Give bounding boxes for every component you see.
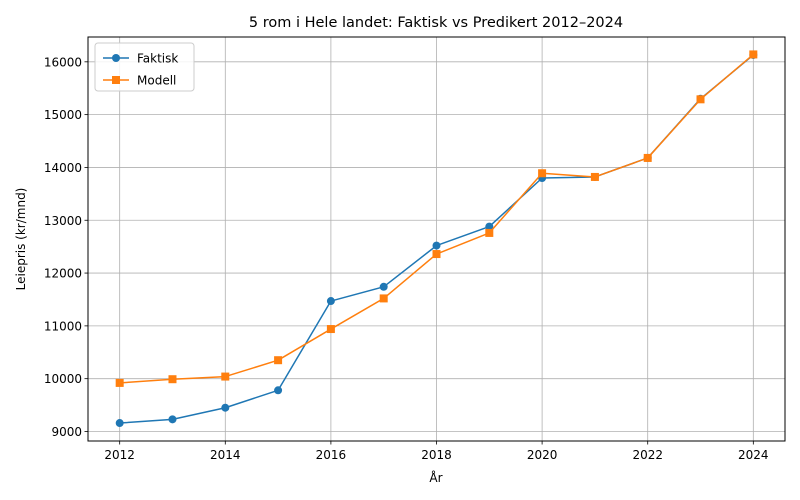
data-point	[485, 228, 494, 237]
data-point	[485, 222, 494, 231]
x-axis-label: År	[429, 470, 442, 485]
legend-marker	[112, 76, 120, 84]
legend-label: Faktisk	[137, 52, 178, 66]
y-axis-label: Leiepris (kr/mnd)	[14, 188, 28, 291]
data-point	[432, 241, 441, 250]
x-tick-label: 2016	[316, 448, 347, 462]
data-point	[168, 375, 177, 384]
series-layer	[115, 50, 758, 428]
grid	[88, 37, 785, 441]
data-point	[749, 50, 758, 59]
y-tick-label: 12000	[44, 267, 82, 281]
data-point	[379, 282, 388, 291]
data-point	[696, 95, 705, 104]
data-point	[274, 386, 283, 395]
data-point	[538, 169, 547, 178]
y-tick-label: 10000	[44, 372, 82, 386]
legend-label: Modell	[137, 74, 176, 88]
data-point	[221, 372, 230, 381]
y-tick-label: 16000	[44, 55, 82, 69]
x-tick-label: 2024	[738, 448, 769, 462]
data-point	[115, 419, 124, 428]
legend-marker	[112, 54, 120, 62]
data-point	[590, 172, 599, 181]
data-point	[168, 415, 177, 424]
x-tick-label: 2018	[421, 448, 452, 462]
data-point	[643, 153, 652, 162]
series-modell	[115, 50, 758, 387]
ticks: 2012 2014 2016 2018 2020 2022 2024 9000 10000 110…	[44, 55, 769, 462]
y-tick-label: 14000	[44, 161, 82, 175]
data-point	[221, 403, 230, 412]
y-tick-label: 13000	[44, 214, 82, 228]
data-point	[326, 297, 335, 306]
x-tick-label: 2014	[210, 448, 241, 462]
x-tick-label: 2022	[632, 448, 663, 462]
data-point	[326, 325, 335, 334]
legend-entry-modell: Modell	[103, 74, 176, 88]
x-tick-label: 2012	[104, 448, 135, 462]
legend: Faktisk Modell	[94, 42, 195, 92]
y-tick-label: 11000	[44, 319, 82, 333]
data-point	[379, 294, 388, 303]
y-tick-label: 9000	[51, 425, 82, 439]
y-tick-label: 15000	[44, 108, 82, 122]
data-point	[115, 378, 124, 387]
data-point	[432, 250, 441, 259]
x-tick-label: 2020	[527, 448, 558, 462]
data-point	[274, 356, 283, 365]
chart-title: 5 rom i Hele landet: Faktisk vs Prediker…	[249, 15, 623, 31]
legend-entry-faktisk: Faktisk	[103, 52, 178, 66]
